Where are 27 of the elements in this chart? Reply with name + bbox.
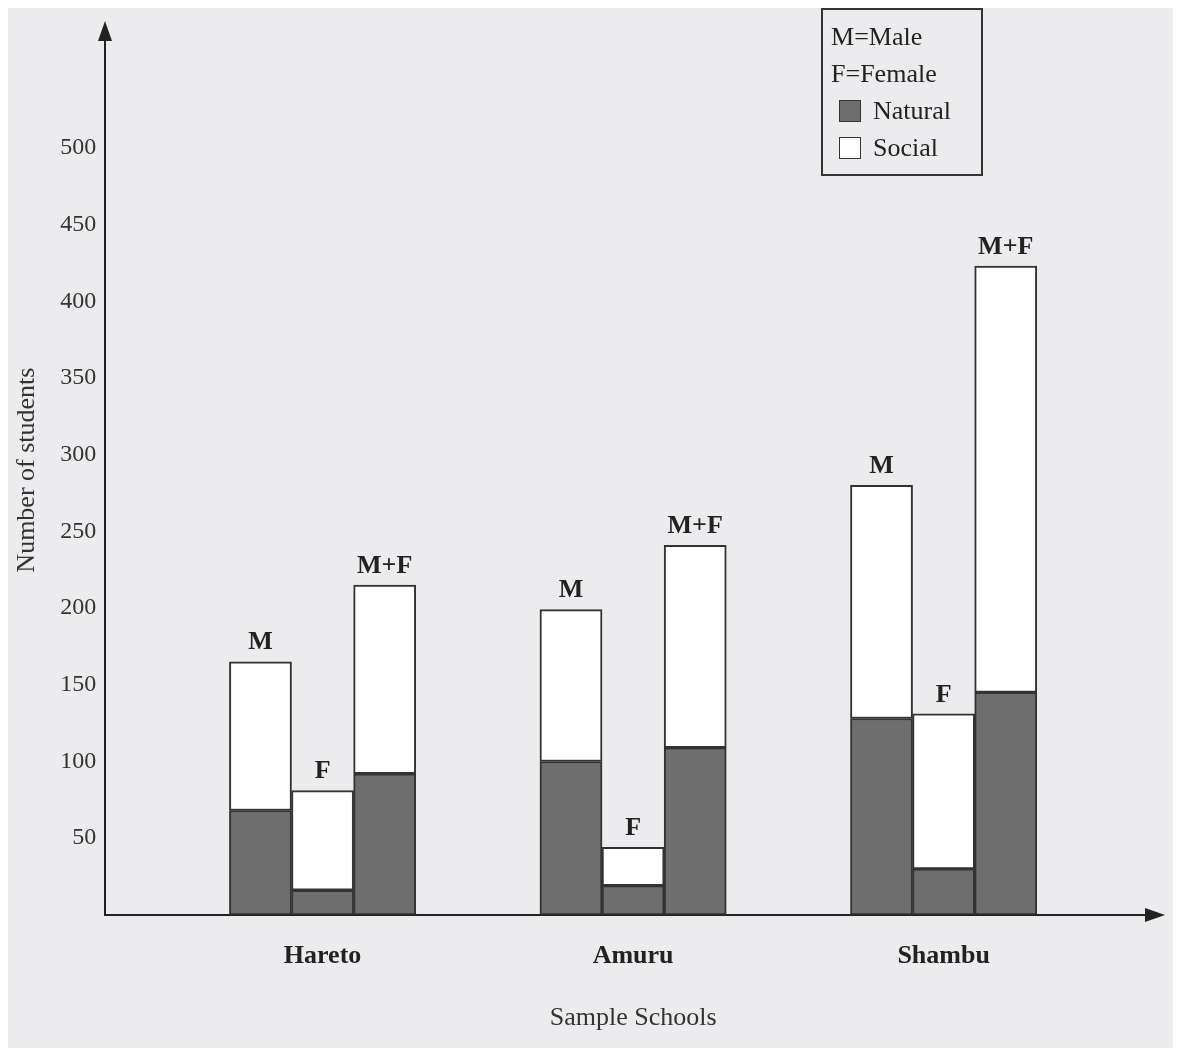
text: Hareto — [283, 939, 362, 969]
y-tick-label: 250 — [60, 516, 97, 543]
legend-label: Natural — [873, 95, 951, 127]
y-tick-label: 150 — [60, 670, 97, 697]
x-tick-label: M+F — [978, 230, 1034, 260]
y-axis-title: Number of students — [11, 367, 41, 573]
y-tick-label: 300 — [60, 440, 97, 467]
legend-title: M=Male F=Female — [831, 21, 938, 90]
x-tick-label: M+F — [667, 509, 723, 539]
text: Amuru — [592, 939, 674, 969]
y-tick-label: 50 — [72, 823, 97, 850]
x-axis-title: Sample Schools — [549, 1002, 717, 1032]
legend-label: Social — [873, 132, 939, 164]
x-tick-label: M — [869, 450, 894, 480]
y-tick-label: 500 — [60, 133, 97, 160]
text: Shambu — [897, 939, 990, 969]
y-tick-label: 200 — [60, 593, 97, 620]
y-tick-label: 450 — [60, 210, 97, 237]
x-tick-label: M — [248, 626, 273, 656]
y-tick-label: 400 — [60, 286, 97, 313]
x-tick-label: F — [314, 755, 331, 785]
y-tick-label: 350 — [60, 363, 97, 390]
x-tick-label: M — [558, 574, 584, 604]
x-tick-label: F — [935, 678, 952, 708]
x-tick-label: M+F — [357, 549, 413, 579]
y-tick-label: 100 — [60, 746, 97, 773]
x-tick-label: F — [625, 812, 642, 842]
